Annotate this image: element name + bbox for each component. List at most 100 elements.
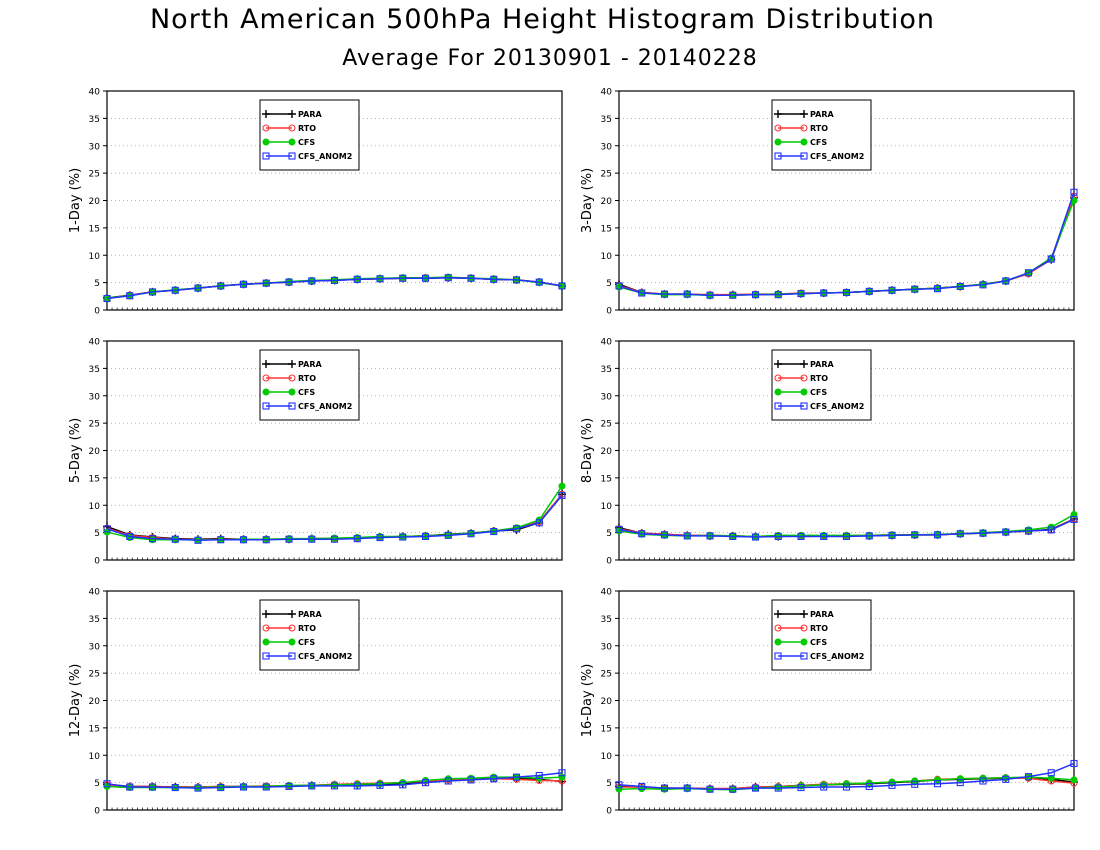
marker-cfs-21 (558, 773, 566, 781)
marker-rto-legend-a (262, 624, 270, 632)
y-tick-label: 0 (606, 807, 612, 817)
y-axis-label: 5-Day (%) (68, 418, 83, 483)
y-tick-label: 20 (601, 697, 613, 707)
marker-cfs-anom2-12 (865, 782, 873, 791)
marker-cfs-anom2-7 (239, 783, 248, 791)
y-tick-label: 10 (601, 752, 613, 762)
marker-rto-legend-b (800, 124, 808, 132)
y-tick-label: 15 (89, 474, 100, 484)
marker-cfs-anom2-legend-b (800, 652, 808, 660)
marker-cfs-anom2-5 (706, 785, 714, 793)
marker-cfs-anom2-9 (797, 532, 805, 541)
marker-rto-legend-a (774, 124, 782, 132)
marker-cfs-16 (956, 775, 964, 783)
marker-cfs-anom2-legend-a (262, 402, 270, 410)
marker-cfs-anom2-6 (729, 291, 737, 299)
chart-panel-5: 0 5 10 15 20 25 30 35 40 12-Day (%) PARA RTO CFS CFS_… (68, 588, 566, 817)
chart-panel-2: 0 5 10 15 20 25 30 35 40 3-Day (%) PARA RTO CFS CFS_A… (580, 88, 1078, 317)
y-tick-label: 20 (601, 197, 613, 207)
marker-cfs-anom2-11 (842, 532, 851, 541)
legend-box (259, 349, 360, 421)
marker-cfs-anom2-17 (979, 281, 987, 289)
y-tick-label: 30 (601, 642, 613, 652)
legend: PARA RTO CFS CFS_ANOM2 (771, 99, 872, 171)
legend-label: PARA (810, 360, 834, 369)
marker-cfs-anom2-2 (638, 289, 646, 297)
marker-cfs-anom2-legend-b (800, 402, 808, 410)
y-tick-label: 15 (89, 224, 100, 234)
legend-label: CFS (298, 138, 315, 147)
marker-para-legend-b (800, 110, 808, 118)
chart-panel-3: 0 5 10 15 20 25 30 35 40 5-Day (%) PARA RTO CFS CFS_A… (68, 338, 566, 567)
legend-label: RTO (298, 124, 316, 133)
marker-cfs-anom2-2 (126, 783, 134, 791)
y-tick-label: 25 (601, 170, 612, 180)
marker-cfs-anom2-4 (171, 535, 179, 543)
legend-label: PARA (298, 610, 322, 619)
marker-cfs-anom2-7 (751, 533, 760, 541)
y-tick-label: 25 (89, 420, 100, 430)
marker-cfs-anom2-10 (820, 532, 828, 541)
marker-cfs-legend-b (800, 388, 808, 396)
y-tick-label: 5 (94, 529, 100, 539)
y-tick-label: 30 (601, 392, 613, 402)
marker-para-legend-a (262, 110, 270, 118)
legend-label: CFS (810, 388, 827, 397)
marker-cfs-anom2-15 (421, 274, 430, 282)
y-tick-label: 40 (601, 588, 613, 598)
marker-cfs-anom2-legend-b (288, 402, 296, 410)
marker-cfs-anom2-10 (820, 289, 828, 297)
y-axis-label: 16-Day (%) (580, 664, 595, 738)
marker-cfs-anom2-18 (490, 275, 498, 283)
marker-cfs-anom2-20 (535, 771, 543, 780)
legend: PARA RTO CFS CFS_ANOM2 (259, 349, 360, 421)
y-tick-label: 25 (601, 420, 612, 430)
marker-cfs-anom2-16 (444, 531, 452, 539)
marker-cfs-anom2-15 (933, 531, 942, 539)
marker-cfs-anom2-18 (1002, 775, 1010, 783)
marker-rto-legend-b (800, 374, 808, 382)
y-tick-label: 10 (89, 752, 101, 762)
marker-cfs-anom2-14 (399, 781, 407, 789)
y-tick-label: 15 (89, 724, 100, 734)
marker-cfs-anom2-legend-b (288, 152, 296, 160)
y-tick-label: 25 (89, 170, 100, 180)
marker-para-legend-a (774, 610, 782, 618)
marker-cfs-anom2-7 (239, 536, 248, 544)
marker-cfs-anom2-legend-a (262, 652, 270, 660)
legend-label: CFS_ANOM2 (298, 652, 352, 661)
marker-cfs-anom2-14 (399, 533, 407, 541)
marker-cfs-anom2-6 (217, 536, 225, 544)
legend: PARA RTO CFS CFS_ANOM2 (259, 599, 360, 671)
marker-cfs-anom2-19 (512, 276, 521, 284)
y-tick-label: 10 (601, 502, 613, 512)
marker-cfs-anom2-20 (1047, 769, 1055, 777)
y-tick-label: 35 (89, 615, 100, 625)
y-tick-label: 5 (606, 529, 612, 539)
marker-cfs-anom2-5 (706, 291, 714, 299)
y-tick-label: 10 (89, 252, 101, 262)
marker-cfs-anom2-20 (535, 278, 543, 286)
legend-box (771, 349, 872, 421)
marker-cfs-anom2-17 (467, 530, 475, 538)
marker-cfs-anom2-9 (285, 535, 293, 543)
marker-rto-legend-a (262, 124, 270, 132)
marker-para-legend-b (800, 610, 808, 618)
y-tick-label: 10 (601, 252, 613, 262)
marker-cfs-anom2-16 (444, 777, 452, 785)
marker-cfs-legend-b (288, 388, 296, 396)
y-tick-label: 40 (89, 88, 101, 98)
y-tick-label: 5 (606, 779, 612, 789)
marker-cfs-legend-b (800, 138, 808, 146)
y-tick-label: 0 (94, 557, 100, 567)
marker-cfs-anom2-12 (353, 275, 361, 283)
marker-cfs-anom2-1 (615, 282, 623, 290)
marker-cfs-anom2-1 (615, 525, 623, 533)
marker-cfs-anom2-19 (512, 525, 521, 533)
legend: PARA RTO CFS CFS_ANOM2 (771, 349, 872, 421)
y-tick-label: 15 (601, 224, 612, 234)
legend-label: CFS_ANOM2 (298, 152, 352, 161)
marker-cfs-anom2-2 (126, 532, 134, 541)
marker-cfs-anom2-1 (103, 525, 111, 533)
legend-label: PARA (298, 110, 322, 119)
